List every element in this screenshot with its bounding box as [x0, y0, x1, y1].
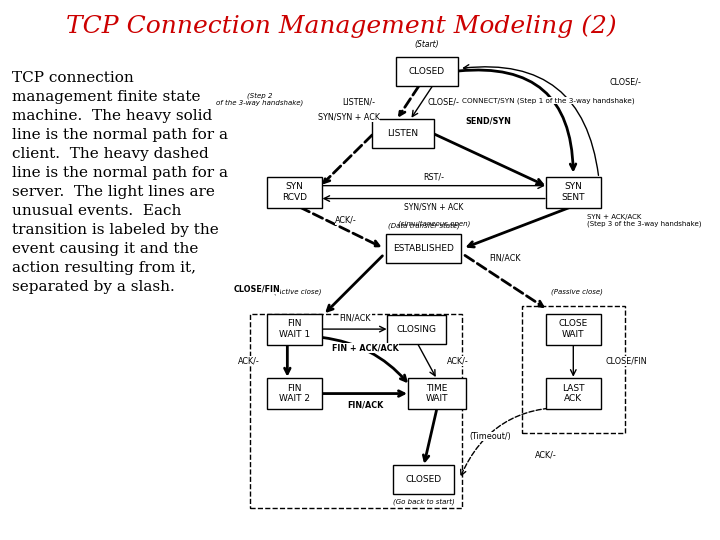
Text: SYN/SYN + ACK: SYN/SYN + ACK	[404, 202, 464, 212]
Text: (simultaneous open): (simultaneous open)	[397, 220, 470, 227]
Text: (Start): (Start)	[415, 39, 439, 49]
Text: CLOSE
WAIT: CLOSE WAIT	[559, 319, 588, 339]
Text: TCP connection
management finite state
machine.  The heavy solid
line is the nor: TCP connection management finite state m…	[12, 71, 228, 294]
Text: FIN
WAIT 1: FIN WAIT 1	[279, 319, 310, 339]
FancyBboxPatch shape	[266, 177, 322, 208]
Text: CLOSE/FIN: CLOSE/FIN	[233, 284, 280, 293]
Text: TCP Connection Management Modeling (2): TCP Connection Management Modeling (2)	[66, 15, 617, 38]
Text: (Data transfer state): (Data transfer state)	[387, 222, 459, 229]
Text: FIN/ACK: FIN/ACK	[340, 314, 372, 323]
Text: CLOSE/FIN: CLOSE/FIN	[606, 357, 647, 366]
Text: CLOSING: CLOSING	[397, 325, 437, 334]
Text: SYN
SENT: SYN SENT	[562, 183, 585, 202]
Text: ESTABLISHED: ESTABLISHED	[393, 244, 454, 253]
Text: FIN + ACK/ACK: FIN + ACK/ACK	[332, 343, 399, 353]
Text: ACK/-: ACK/-	[447, 357, 469, 366]
Text: TIME
WAIT: TIME WAIT	[426, 384, 449, 403]
Text: (Step 2
of the 3-way handshake): (Step 2 of the 3-way handshake)	[217, 92, 304, 106]
FancyBboxPatch shape	[372, 118, 434, 147]
Text: SYN/SYN + ACK: SYN/SYN + ACK	[318, 112, 379, 122]
FancyBboxPatch shape	[266, 314, 322, 345]
FancyBboxPatch shape	[396, 57, 458, 86]
Text: SEND/SYN: SEND/SYN	[465, 117, 511, 126]
FancyBboxPatch shape	[392, 465, 454, 494]
Text: CLOSE/-: CLOSE/-	[428, 98, 460, 106]
Text: CLOSED: CLOSED	[405, 475, 441, 484]
Text: CLOSED: CLOSED	[409, 67, 445, 76]
Text: ACK/-: ACK/-	[335, 216, 356, 225]
Text: LAST
ACK: LAST ACK	[562, 384, 585, 403]
Text: (Go back to start): (Go back to start)	[392, 499, 454, 505]
Text: ACK/-: ACK/-	[535, 451, 557, 460]
Text: (Timeout/): (Timeout/)	[470, 432, 511, 441]
FancyBboxPatch shape	[546, 314, 601, 345]
FancyBboxPatch shape	[546, 378, 601, 409]
FancyBboxPatch shape	[546, 177, 601, 208]
Text: CONNECT/SYN (Step 1 of the 3-way handshake): CONNECT/SYN (Step 1 of the 3-way handsha…	[462, 98, 634, 104]
Text: FIN
WAIT 2: FIN WAIT 2	[279, 384, 310, 403]
Text: RST/-: RST/-	[423, 173, 444, 181]
FancyBboxPatch shape	[266, 378, 322, 409]
Text: FIN/ACK: FIN/ACK	[348, 401, 384, 410]
Text: (Active close): (Active close)	[274, 288, 321, 295]
Text: LISTEN/-: LISTEN/-	[342, 98, 375, 106]
FancyBboxPatch shape	[387, 315, 446, 343]
Text: (Passive close): (Passive close)	[551, 288, 603, 295]
Text: FIN/ACK: FIN/ACK	[490, 254, 521, 262]
Text: ACK/-: ACK/-	[238, 357, 260, 366]
Text: CLOSE/-: CLOSE/-	[610, 77, 642, 86]
Text: SYN
RCVD: SYN RCVD	[282, 183, 307, 202]
Text: SYN + ACK/ACK
(Step 3 of the 3-way handshake): SYN + ACK/ACK (Step 3 of the 3-way hands…	[587, 213, 701, 227]
Text: LISTEN: LISTEN	[387, 129, 418, 138]
FancyBboxPatch shape	[386, 234, 462, 263]
FancyBboxPatch shape	[408, 378, 467, 409]
